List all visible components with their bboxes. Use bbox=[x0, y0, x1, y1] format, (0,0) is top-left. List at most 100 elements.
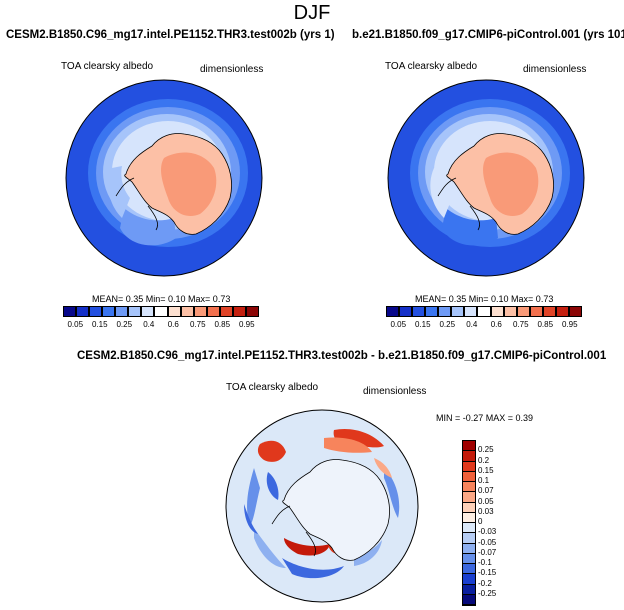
panel-left-title: CESM2.B1850.C96_mg17.intel.PE1152.THR3.t… bbox=[6, 29, 335, 41]
colorbar-tick-label: 0.15 bbox=[478, 465, 494, 475]
colorbar-swatch bbox=[463, 533, 475, 544]
colorbar-swatch bbox=[463, 574, 475, 585]
colorbar-swatch bbox=[89, 306, 103, 317]
colorbar-tick-label: -0.07 bbox=[478, 547, 497, 557]
colorbar-swatch bbox=[386, 306, 400, 317]
colorbar-swatch bbox=[399, 306, 413, 317]
colorbar-swatch bbox=[412, 306, 426, 317]
colorbar-swatch bbox=[463, 461, 475, 472]
colorbar-tick-label: 0.05 bbox=[478, 496, 494, 506]
diff-panel-title: CESM2.B1850.C96_mg17.intel.PE1152.THR3.t… bbox=[77, 350, 607, 362]
diff-panel-variable: TOA clearsky albedo bbox=[226, 382, 319, 393]
colorbar-diff bbox=[462, 440, 476, 606]
colorbar-left bbox=[63, 306, 259, 317]
colorbar-tick-label: -0.25 bbox=[478, 588, 497, 598]
panel-left-stats: MEAN= 0.35 Min= 0.10 Max= 0.73 bbox=[92, 294, 231, 304]
panel-left-units: dimensionless bbox=[200, 64, 264, 75]
diff-panel-stats: MIN = -0.27 MAX = 0.39 bbox=[436, 413, 534, 423]
colorbar-swatch bbox=[463, 584, 475, 595]
colorbar-swatch bbox=[463, 492, 475, 503]
colorbar-tick-label: 0.2 bbox=[478, 455, 490, 465]
colorbar-swatch bbox=[463, 441, 475, 452]
colorbar-tick-label: 0.85 bbox=[537, 320, 554, 329]
colorbar-swatch bbox=[128, 306, 142, 317]
page-title: DJF bbox=[293, 2, 331, 24]
colorbar-swatch bbox=[463, 502, 475, 513]
colorbar-tick-label: 0.75 bbox=[512, 320, 529, 329]
colorbar-swatch bbox=[529, 306, 543, 317]
colorbar-tick-label: -0.2 bbox=[478, 578, 492, 588]
colorbar-tick-label: 0.95 bbox=[561, 320, 578, 329]
colorbar-swatch bbox=[102, 306, 116, 317]
colorbar-tick-label: 0.85 bbox=[214, 320, 231, 329]
colorbar-tick-label: 0.95 bbox=[238, 320, 255, 329]
colorbar-swatch bbox=[568, 306, 582, 317]
colorbar-tick-label: 0.6 bbox=[490, 320, 502, 329]
colorbar-swatch bbox=[438, 306, 452, 317]
colorbar-swatch bbox=[463, 482, 475, 493]
colorbar-tick-label: 0.4 bbox=[466, 320, 478, 329]
colorbar-swatch bbox=[542, 306, 556, 317]
colorbar-tick-label: 0 bbox=[478, 517, 483, 526]
antarctica-diff bbox=[282, 459, 390, 561]
colorbar-swatch bbox=[425, 306, 439, 317]
colorbar-swatch bbox=[219, 306, 233, 317]
colorbar-swatch bbox=[463, 471, 475, 482]
colorbar-swatch bbox=[477, 306, 491, 317]
colorbar-swatch bbox=[167, 306, 181, 317]
colorbar-swatch bbox=[232, 306, 246, 317]
colorbar-swatch bbox=[464, 306, 478, 317]
colorbar-swatch bbox=[76, 306, 90, 317]
panel-right-stats: MEAN= 0.35 Min= 0.10 Max= 0.73 bbox=[415, 294, 554, 304]
colorbar-diff-ticks: 0.25 0.2 0.15 0.1 0.07 0.05 0.03 0 -0.03 -0.05 -0.… bbox=[478, 440, 518, 604]
polar-map-diff bbox=[225, 409, 419, 603]
colorbar-tick-label: 0.75 bbox=[189, 320, 206, 329]
polar-map-right bbox=[387, 79, 585, 277]
colorbar-tick-label: 0.6 bbox=[167, 320, 179, 329]
colorbar-tick-label: 0.25 bbox=[116, 320, 133, 329]
colorbar-swatch bbox=[463, 543, 475, 554]
colorbar-swatch bbox=[463, 594, 475, 605]
colorbar-tick-label: -0.05 bbox=[478, 537, 497, 547]
colorbar-swatch bbox=[463, 553, 475, 564]
colorbar-swatch bbox=[503, 306, 517, 317]
colorbar-swatch bbox=[245, 306, 259, 317]
colorbar-left-ticks: 0.05 0.15 0.25 0.4 0.6 0.75 0.85 0.95 bbox=[63, 320, 259, 332]
colorbar-swatch bbox=[141, 306, 155, 317]
panel-right-variable: TOA clearsky albedo bbox=[385, 61, 478, 72]
colorbar-right bbox=[386, 306, 582, 317]
colorbar-swatch bbox=[463, 523, 475, 534]
colorbar-swatch bbox=[63, 306, 77, 317]
colorbar-swatch bbox=[463, 564, 475, 575]
colorbar-tick-label: 0.15 bbox=[91, 320, 108, 329]
colorbar-tick-label: -0.03 bbox=[478, 527, 497, 537]
colorbar-swatch bbox=[180, 306, 194, 317]
panel-right-title: b.e21.B1850.f09_g17.CMIP6-piControl.001 … bbox=[352, 29, 624, 41]
colorbar-tick-label: -0.1 bbox=[478, 558, 492, 567]
colorbar-tick-label: 0.25 bbox=[439, 320, 456, 329]
colorbar-swatch bbox=[193, 306, 207, 317]
polar-map-left bbox=[65, 79, 263, 277]
colorbar-tick-label: -0.15 bbox=[478, 568, 497, 578]
diff-panel-units: dimensionless bbox=[363, 386, 427, 397]
colorbar-swatch bbox=[516, 306, 530, 317]
colorbar-tick-label: 0.4 bbox=[143, 320, 155, 329]
colorbar-tick-label: 0.05 bbox=[390, 320, 407, 329]
colorbar-tick-label: 0.05 bbox=[67, 320, 84, 329]
colorbar-swatch bbox=[451, 306, 465, 317]
colorbar-tick-label: 0.03 bbox=[478, 506, 494, 516]
colorbar-tick-label: 0.1 bbox=[478, 476, 490, 485]
colorbar-swatch bbox=[206, 306, 220, 317]
colorbar-swatch bbox=[115, 306, 129, 317]
colorbar-swatch bbox=[555, 306, 569, 317]
colorbar-tick-label: 0.15 bbox=[414, 320, 431, 329]
colorbar-swatch bbox=[463, 512, 475, 523]
colorbar-tick-label: 0.25 bbox=[478, 445, 494, 455]
panel-right-units: dimensionless bbox=[523, 64, 587, 75]
colorbar-swatch bbox=[154, 306, 168, 317]
colorbar-right-ticks: 0.05 0.15 0.25 0.4 0.6 0.75 0.85 0.95 bbox=[386, 320, 582, 332]
colorbar-tick-label: 0.07 bbox=[478, 486, 494, 496]
colorbar-swatch bbox=[463, 451, 475, 462]
colorbar-swatch bbox=[490, 306, 504, 317]
panel-left-variable: TOA clearsky albedo bbox=[61, 61, 154, 72]
